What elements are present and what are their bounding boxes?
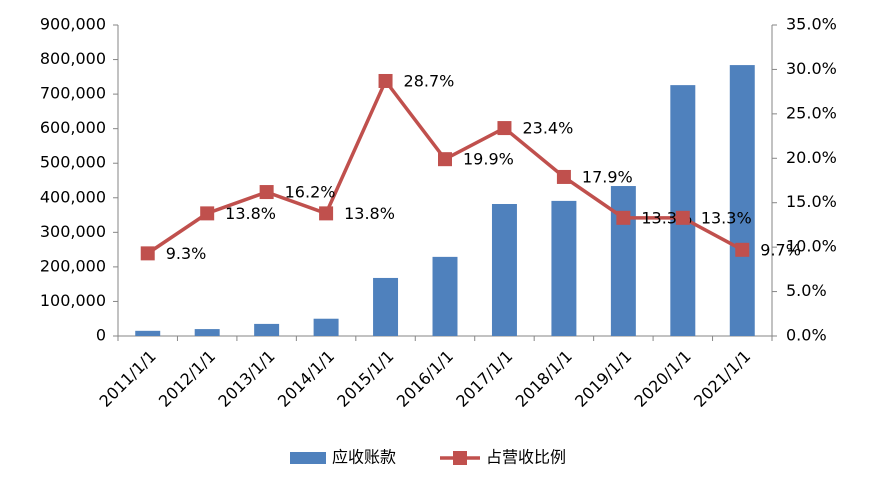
- y-tick-label: 400,000: [40, 187, 106, 206]
- y2-tick-label: 0.0%: [786, 326, 827, 345]
- line-marker: [497, 121, 512, 136]
- y-tick-label: 0: [96, 326, 106, 345]
- y-tick-label: 200,000: [40, 256, 106, 275]
- line-marker: [616, 210, 631, 225]
- line-marker: [438, 152, 452, 167]
- bar: [491, 203, 517, 336]
- x-tick-label: 2019/1/1: [571, 347, 635, 411]
- bar: [373, 277, 399, 336]
- legend-label: 占营收比例: [486, 448, 566, 467]
- x-tick-label: 2015/1/1: [333, 347, 397, 411]
- data-label: 13.3%: [701, 208, 752, 227]
- data-label: 16.2%: [285, 183, 336, 202]
- legend-label: 应收账款: [332, 448, 396, 467]
- data-label: 28.7%: [404, 71, 455, 90]
- line-marker: [140, 246, 155, 261]
- bar: [729, 65, 755, 336]
- line-marker: [378, 73, 393, 88]
- y2-tick-label: 30.0%: [786, 59, 837, 78]
- legend-swatch: [290, 452, 326, 464]
- y-tick-label: 600,000: [40, 118, 106, 137]
- x-tick-label: 2021/1/1: [690, 347, 754, 411]
- data-label: 13.8%: [344, 204, 395, 223]
- line-marker: [735, 242, 750, 257]
- bar: [254, 323, 280, 336]
- line-marker: [319, 206, 334, 221]
- y-tick-label: 100,000: [40, 291, 106, 310]
- line-marker: [556, 169, 571, 184]
- x-tick-label: 2020/1/1: [631, 347, 695, 411]
- y2-tick-label: 10.0%: [786, 237, 837, 256]
- line-marker: [675, 210, 690, 225]
- x-tick-label: 2017/1/1: [452, 347, 516, 411]
- y-tick-label: 700,000: [40, 84, 106, 103]
- legend-marker: [453, 451, 467, 465]
- x-tick-label: 2014/1/1: [274, 347, 338, 411]
- data-label: 19.9%: [463, 150, 514, 169]
- y-tick-label: 500,000: [40, 153, 106, 172]
- data-label: 13.8%: [225, 204, 276, 223]
- y2-tick-label: 15.0%: [786, 192, 837, 211]
- data-label: 23.4%: [522, 119, 573, 138]
- x-tick-label: 2013/1/1: [214, 347, 278, 411]
- y2-tick-label: 35.0%: [786, 15, 837, 34]
- x-tick-label: 2016/1/1: [393, 347, 457, 411]
- bar: [610, 186, 636, 336]
- y2-tick-label: 20.0%: [786, 148, 837, 167]
- y2-tick-label: 25.0%: [786, 103, 837, 122]
- line: [146, 77, 744, 255]
- bar: [551, 200, 577, 336]
- line-marker: [259, 185, 274, 200]
- bar: [194, 329, 220, 336]
- y-tick-label: 300,000: [40, 222, 106, 241]
- y-tick-label: 900,000: [40, 15, 106, 34]
- data-label: 17.9%: [582, 167, 633, 186]
- line-marker: [200, 206, 215, 221]
- x-tick-label: 2011/1/1: [95, 347, 159, 411]
- x-tick-label: 2012/1/1: [155, 347, 219, 411]
- x-tick-label: 2018/1/1: [512, 347, 576, 411]
- bar: [432, 256, 458, 336]
- bar: [313, 318, 339, 336]
- data-label: 9.3%: [166, 244, 207, 263]
- y2-tick-label: 5.0%: [786, 281, 827, 300]
- bar: [135, 330, 161, 336]
- data-label: 9.7%: [760, 240, 801, 259]
- y-tick-label: 800,000: [40, 49, 106, 68]
- bar: [670, 85, 696, 336]
